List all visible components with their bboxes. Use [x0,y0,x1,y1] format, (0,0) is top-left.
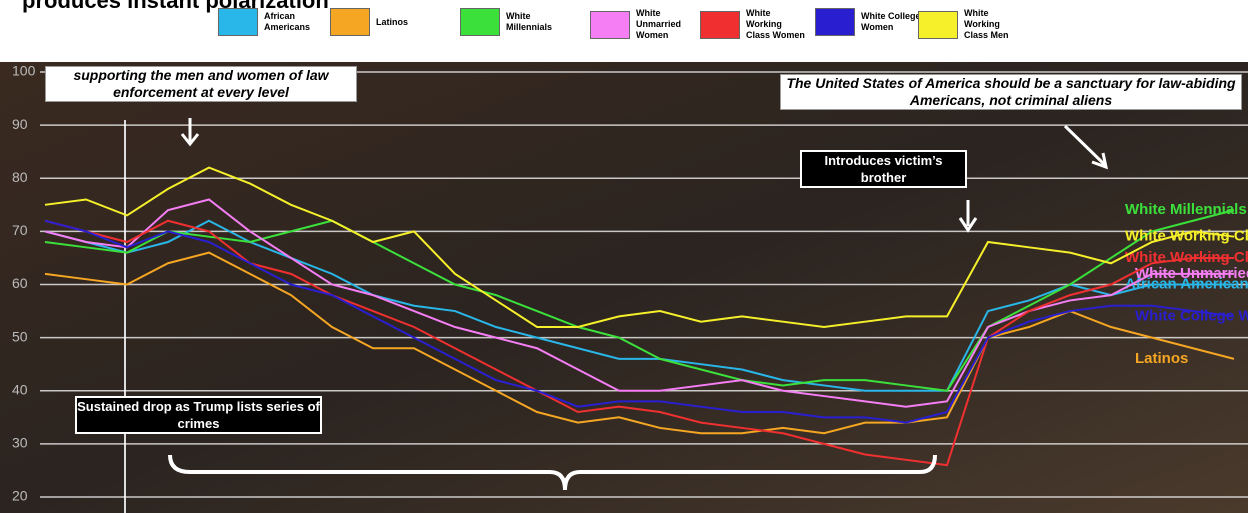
legend-swatch [918,10,958,39]
y-tick-label: 60 [12,275,28,291]
legend-swatch [330,8,370,36]
arrow [1063,124,1109,170]
legend-swatch [460,8,500,36]
y-tick-label: 50 [12,328,28,344]
legend-label: White Working Class Women [746,8,805,40]
end-label: Latinos [1135,350,1188,367]
end-label: African Americans [1125,275,1248,292]
y-tick-label: 40 [12,381,28,397]
line [44,219,1235,424]
line [44,219,1234,467]
end-label: White Millennials [1125,201,1247,218]
legend-label: African Americans [264,11,311,32]
y-tick-label: 70 [12,222,28,238]
y-tick-label: 90 [12,116,28,132]
y-tick-label: 30 [12,435,28,451]
legend-swatch [815,8,855,36]
arrow [180,118,200,147]
y-tick-label: 100 [12,63,36,79]
legend-item: White Unmarried Women [590,8,698,41]
legend-label: White Working Class Men [964,8,1009,40]
legend-item: White Working Class Women [700,8,808,41]
legend-label: White College Women [861,11,921,32]
y-tick-label: 20 [12,488,28,504]
line [44,219,1234,392]
arrow [958,200,978,233]
legend-swatch [700,10,740,39]
annotation: Introduces victim’s brother [800,150,967,188]
line [44,251,1235,435]
annotation: supporting the men and women of law enfo… [45,66,357,102]
y-tick-label: 80 [12,169,28,185]
legend-item: White College Women [815,8,923,36]
legend-label: White Unmarried Women [636,8,682,40]
legend-item: White Millennials [460,8,568,36]
legend-item: White Working Class Men [918,8,1026,41]
bracket [168,454,937,491]
annotation: Sustained drop as Trump lists series of … [75,396,322,434]
end-label: White Working Class Women [1125,249,1248,266]
legend-item: African Americans [218,8,326,36]
video-background [0,62,1248,513]
legend-swatch [590,10,630,39]
legend-swatch [218,8,258,36]
end-label: White College Women [1135,307,1248,324]
line [44,166,1235,329]
legend-label: Latinos [376,16,409,27]
annotation: The United States of America should be a… [780,74,1242,110]
line [44,209,1235,392]
end-label: White Working Class Men [1125,228,1248,245]
end-label: White Unmarried Women [1135,265,1248,282]
legend-label: White Millennials [506,11,553,32]
legend-item: Latinos [330,8,438,36]
